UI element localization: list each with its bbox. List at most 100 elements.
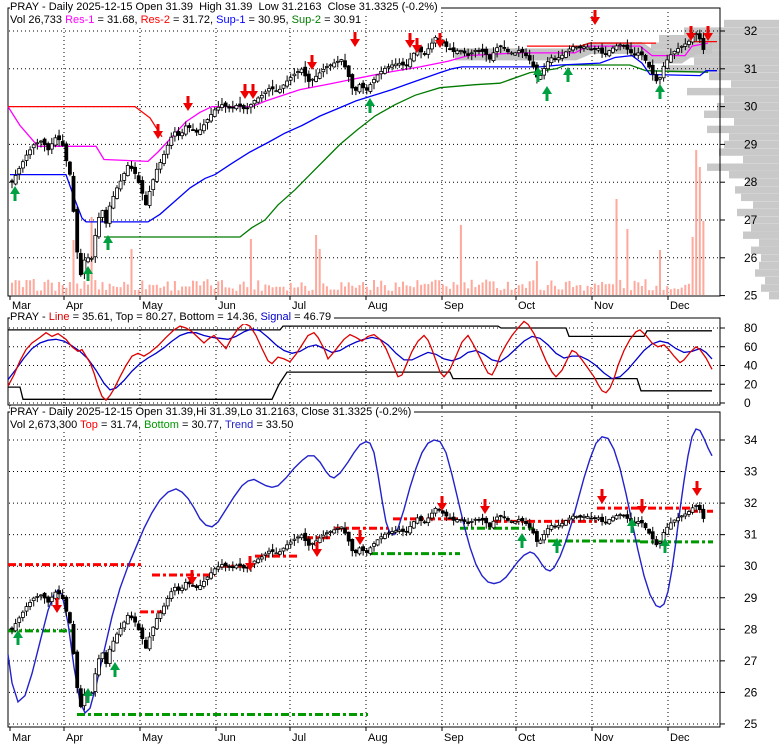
volume-profile-bar	[749, 216, 779, 224]
candle	[473, 50, 478, 52]
candle	[281, 84, 286, 89]
volume-bar	[583, 290, 585, 295]
volume-bar	[289, 282, 292, 295]
sell-arrow	[692, 481, 702, 496]
volume-bar	[391, 290, 394, 295]
header-segment: Vol 2,673,300	[10, 419, 81, 431]
band-bottom-line	[8, 371, 712, 400]
candle	[357, 547, 362, 555]
volume-bar	[257, 280, 260, 295]
volume-bar	[260, 290, 263, 295]
volume-bar	[474, 287, 477, 295]
volume-profile-bar	[729, 133, 779, 141]
month-label: Jun	[218, 300, 236, 312]
candle	[701, 508, 706, 519]
volume-bar	[105, 289, 108, 295]
volume-bar	[644, 279, 647, 295]
candle	[82, 693, 87, 707]
candle	[20, 161, 25, 169]
volume-bar	[217, 281, 220, 295]
volume-bar	[590, 287, 593, 295]
candle	[357, 84, 362, 93]
price-axis-label: 32	[744, 496, 758, 510]
volume-bar	[615, 199, 618, 295]
volume-bar	[684, 284, 687, 295]
candle	[411, 521, 416, 529]
volume-bar	[239, 284, 242, 295]
candle	[20, 611, 25, 618]
candle	[458, 50, 463, 52]
month-label: Dec	[670, 732, 690, 744]
candle	[296, 71, 300, 73]
candle	[39, 140, 43, 143]
price-axis-label: 28	[744, 622, 758, 636]
price-axis-label: 26	[744, 251, 758, 265]
volume-profile-bar	[707, 163, 779, 171]
candle	[209, 114, 214, 122]
candle	[353, 87, 358, 91]
candle	[520, 518, 525, 522]
candle	[35, 596, 40, 598]
candle	[661, 65, 666, 79]
price-axis-label: 30	[744, 559, 758, 573]
res2-line	[8, 105, 163, 138]
volume-bar	[593, 283, 596, 295]
candle	[176, 130, 181, 136]
volume-bar	[369, 289, 372, 295]
buy-arrow	[10, 186, 20, 201]
candle	[10, 627, 14, 630]
volume-bar	[242, 281, 245, 295]
candle	[694, 504, 699, 507]
header-segment: = 30.77,	[178, 419, 225, 431]
candle	[466, 53, 471, 56]
volume-bar	[398, 286, 401, 295]
volume-profile-bar	[753, 201, 779, 209]
candle	[154, 168, 159, 182]
candle	[299, 534, 304, 539]
candle	[404, 530, 409, 533]
candle	[538, 539, 543, 544]
volume-profile-bar	[729, 171, 779, 179]
volume-bar	[669, 289, 672, 295]
candle	[158, 612, 163, 619]
candle	[64, 596, 69, 612]
volume-profile-bar	[743, 231, 779, 239]
res1-line	[7, 42, 709, 163]
volume-profile-bar	[707, 125, 779, 134]
candle	[498, 45, 503, 48]
volume-bar	[405, 285, 408, 295]
volume-bar	[662, 290, 665, 295]
candle	[419, 516, 424, 521]
candle	[129, 615, 134, 619]
candle	[625, 514, 630, 519]
header-segment: Line	[48, 311, 70, 323]
volume-bar	[333, 289, 336, 295]
candle	[672, 51, 677, 55]
buy-arrow	[627, 518, 637, 533]
volume-bar	[525, 287, 527, 295]
candle	[437, 508, 442, 511]
volume-bar	[50, 282, 53, 295]
candle	[263, 91, 268, 95]
oscillator-line	[7, 320, 713, 402]
candle	[227, 105, 232, 109]
oscillator-signal-line	[7, 328, 713, 391]
volume-bar	[101, 282, 104, 295]
volume-bar	[336, 289, 339, 295]
volume-bar	[68, 282, 71, 295]
volume-bar	[347, 282, 350, 295]
candle	[248, 104, 253, 108]
volume-profile-bar	[737, 208, 779, 217]
volume-profile-bar	[761, 254, 779, 262]
volume-profile-bar	[755, 269, 779, 277]
candle	[31, 597, 36, 601]
volume-bar	[449, 288, 451, 295]
volume-bar	[54, 290, 57, 295]
candle	[147, 190, 152, 206]
candle	[191, 585, 195, 587]
price-axis-label: 31	[744, 528, 758, 542]
volume-bar	[173, 281, 176, 295]
month-label: Dec	[670, 300, 690, 312]
volume-bar	[123, 281, 126, 295]
